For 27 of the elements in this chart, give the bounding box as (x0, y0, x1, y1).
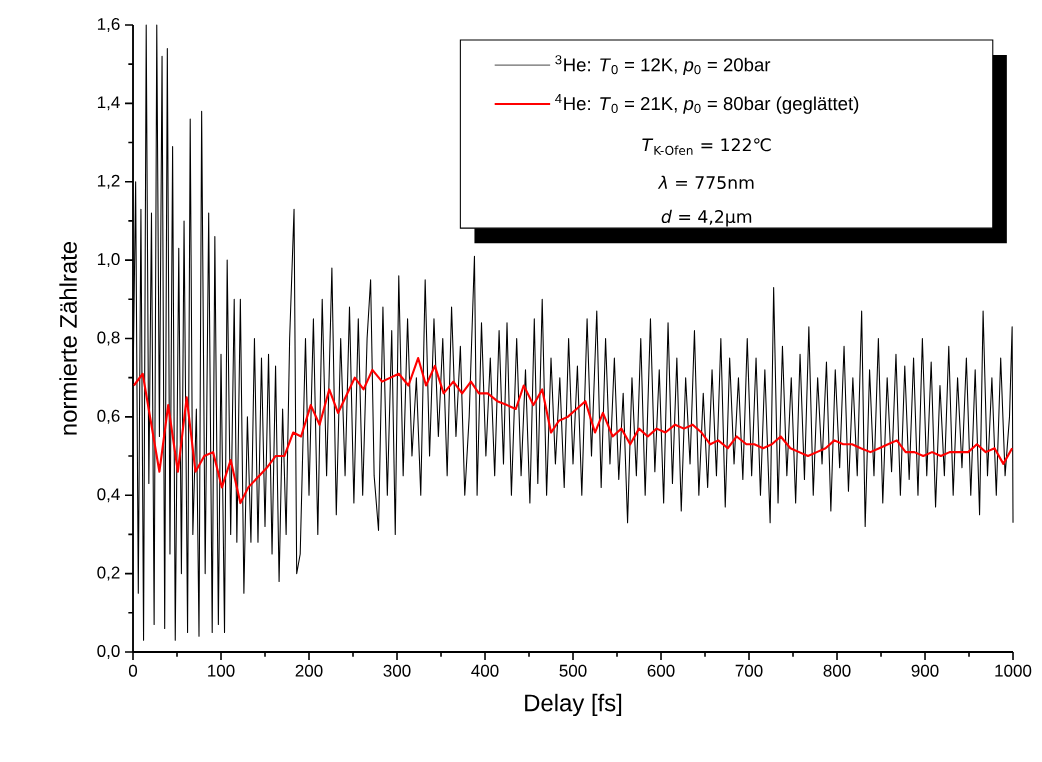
y-tick-label: 1,2 (97, 174, 120, 189)
y-tick-label: 1,6 (97, 17, 120, 32)
y-tick-label: 0,8 (97, 331, 120, 346)
x-tick-label: 100 (208, 664, 235, 677)
legend-label: $^{3}$He: T$_{0}$ = 12K, p$_{0}$ = 20bar (555, 55, 771, 76)
y-tick-label: 0,2 (97, 566, 120, 581)
annotation: λ = 775nm (657, 175, 754, 190)
y-axis-title: normierte Zählrate (59, 241, 77, 435)
y-tick-label: 0,6 (97, 409, 120, 424)
y-tick-label: 1,4 (97, 96, 120, 111)
annotation: d = 4,2µm (661, 209, 752, 227)
x-tick-label: 400 (471, 664, 499, 677)
x-tick-label: 1000 (995, 664, 1032, 677)
x-tick-label: 700 (735, 664, 763, 677)
x-tick-label: 0 (128, 664, 138, 677)
x-tick-label: 900 (911, 664, 939, 677)
x-tick-label: 300 (383, 664, 411, 677)
y-tick-label: 0,4 (97, 488, 120, 503)
x-tick-label: 600 (647, 664, 675, 677)
y-tick-label: 0,0 (97, 644, 120, 659)
x-tick-label: 500 (559, 664, 587, 677)
annotation: T$_{K-Ofen}$ = 122℃ (642, 138, 771, 155)
legend-label: $^{4}$He: T$_{0}$ = 21K, p$_{0}$ = 80bar (geglättet) (555, 94, 859, 114)
x-tick-label: 200 (295, 664, 323, 677)
x-axis-title: Delay [fs] (525, 693, 622, 717)
x-tick-label: 800 (823, 664, 851, 677)
y-tick-label: 1,0 (97, 253, 120, 268)
